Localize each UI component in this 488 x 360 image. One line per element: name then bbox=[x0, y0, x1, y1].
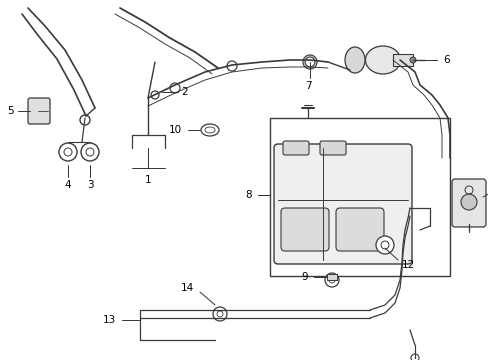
Circle shape bbox=[151, 91, 159, 99]
Circle shape bbox=[460, 194, 476, 210]
Text: 2: 2 bbox=[182, 87, 188, 97]
Ellipse shape bbox=[345, 47, 364, 73]
Text: 1: 1 bbox=[144, 175, 151, 185]
FancyBboxPatch shape bbox=[283, 141, 308, 155]
FancyBboxPatch shape bbox=[451, 179, 485, 227]
Text: 4: 4 bbox=[64, 180, 71, 190]
Bar bbox=[269, 118, 449, 276]
FancyBboxPatch shape bbox=[28, 98, 50, 124]
Text: 14: 14 bbox=[181, 283, 194, 293]
Circle shape bbox=[81, 143, 99, 161]
Circle shape bbox=[226, 61, 237, 71]
Circle shape bbox=[409, 57, 415, 63]
FancyBboxPatch shape bbox=[335, 208, 383, 251]
Bar bbox=[392, 54, 412, 66]
Text: 13: 13 bbox=[102, 315, 116, 325]
Text: 3: 3 bbox=[86, 180, 93, 190]
Bar bbox=[326, 274, 336, 280]
Circle shape bbox=[170, 83, 180, 93]
Circle shape bbox=[80, 115, 90, 125]
Circle shape bbox=[59, 143, 77, 161]
Text: 12: 12 bbox=[401, 260, 414, 270]
Text: 8: 8 bbox=[245, 190, 251, 200]
Text: 9: 9 bbox=[301, 272, 307, 282]
Ellipse shape bbox=[365, 46, 400, 74]
FancyBboxPatch shape bbox=[281, 208, 328, 251]
Text: 7: 7 bbox=[304, 81, 311, 91]
Circle shape bbox=[305, 57, 314, 67]
Text: 10: 10 bbox=[168, 125, 182, 135]
FancyBboxPatch shape bbox=[319, 141, 346, 155]
Circle shape bbox=[213, 307, 226, 321]
Text: 5: 5 bbox=[7, 106, 13, 116]
FancyBboxPatch shape bbox=[273, 144, 411, 264]
Text: 6: 6 bbox=[442, 55, 448, 65]
Circle shape bbox=[325, 273, 338, 287]
Circle shape bbox=[375, 236, 393, 254]
